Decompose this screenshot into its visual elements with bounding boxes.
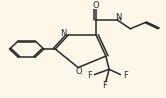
Text: F: F — [103, 81, 107, 90]
Text: F: F — [87, 71, 92, 80]
Text: O: O — [93, 1, 99, 10]
Text: F: F — [123, 71, 127, 80]
Text: H: H — [116, 17, 121, 22]
Text: O: O — [76, 67, 82, 76]
Text: N: N — [60, 29, 67, 38]
Text: N: N — [115, 13, 122, 22]
